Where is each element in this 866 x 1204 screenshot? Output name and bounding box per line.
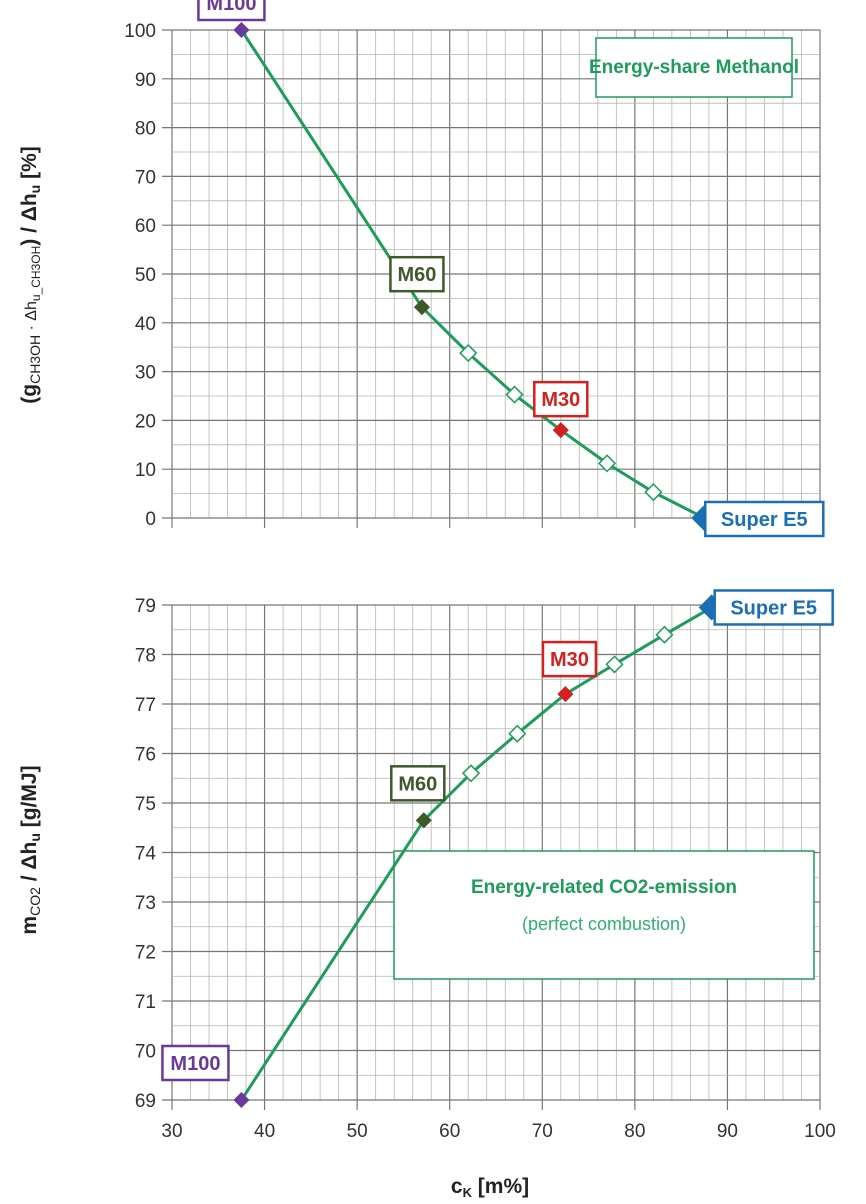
bottom-series-line xyxy=(240,606,713,1101)
bottom-data-point-m100 xyxy=(233,1091,250,1109)
svg-text:M30: M30 xyxy=(550,649,589,671)
tick-labels: 0 10 20 30 40 50 60 70 80 90 100 69 70 71 72 73 74 75 76 77… xyxy=(124,21,836,1142)
bottom-y-axis-label: mCO2 / Δhu [g/MJ] xyxy=(18,765,43,934)
top-data-point xyxy=(459,343,478,363)
top-y-tick-label: 20 xyxy=(135,411,156,432)
point-labels: M100 M60 M30 Super E5 M100 M60 M30 Super E5 xyxy=(161,0,834,1082)
top-data-point xyxy=(598,454,617,473)
svg-text:M60: M60 xyxy=(398,773,437,795)
bottom-label-m100: M100 xyxy=(161,1044,230,1082)
top-y-tick-label: 10 xyxy=(135,460,156,481)
top-data-point-m30 xyxy=(552,422,569,439)
x-axis-label: cK [m%] xyxy=(451,1175,529,1200)
bottom-y-tick-label: 73 xyxy=(135,893,156,914)
svg-text:Super E5: Super E5 xyxy=(721,509,808,531)
bottom-chart-subtitle: (perfect combustion) xyxy=(522,914,686,934)
x-tick-label: 100 xyxy=(804,1121,836,1142)
bottom-label-m60: M60 xyxy=(390,765,446,802)
bottom-y-tick-label: 72 xyxy=(135,943,156,964)
top-y-tick-label: 90 xyxy=(135,70,156,91)
bottom-chart-title-box: Energy-related CO2-emission (perfect com… xyxy=(393,850,815,980)
bottom-data-point xyxy=(461,764,481,783)
svg-text:Super E5: Super E5 xyxy=(730,597,817,619)
bottom-data-point-m30 xyxy=(557,686,574,703)
x-tick-label: 30 xyxy=(161,1121,182,1142)
svg-text:M30: M30 xyxy=(541,389,580,411)
top-y-tick-label: 40 xyxy=(135,314,156,335)
bottom-y-tick-label: 69 xyxy=(135,1091,156,1112)
x-tick-label: 80 xyxy=(624,1121,645,1142)
bottom-y-tick-label: 74 xyxy=(135,844,157,865)
top-y-tick-label: 50 xyxy=(135,265,156,286)
bottom-chart-title: Energy-related CO2-emission xyxy=(471,877,737,898)
x-tick-label: 70 xyxy=(532,1121,553,1142)
bottom-y-tick-label: 71 xyxy=(135,992,156,1013)
x-tick-label: 40 xyxy=(254,1121,275,1142)
bottom-y-tick-label: 79 xyxy=(135,596,156,617)
top-chart-grid xyxy=(162,29,821,528)
top-data-point xyxy=(505,385,524,404)
bottom-y-tick-label: 78 xyxy=(135,646,156,667)
top-y-tick-label: 80 xyxy=(135,119,156,140)
bottom-data-point xyxy=(508,724,527,743)
x-tick-label: 90 xyxy=(717,1121,738,1142)
top-y-tick-label: 60 xyxy=(135,216,156,237)
bottom-data-point xyxy=(605,655,624,674)
top-y-tick-label: 30 xyxy=(135,363,156,384)
top-label-m100: M100 xyxy=(197,0,266,22)
top-data-point-m100 xyxy=(233,21,250,39)
bottom-data-point xyxy=(655,625,674,644)
bottom-y-tick-label: 75 xyxy=(135,794,156,815)
bottom-y-tick-label: 76 xyxy=(135,745,156,766)
svg-text:M60: M60 xyxy=(397,264,436,286)
bottom-data-point-m60 xyxy=(415,812,432,829)
svg-text:M100: M100 xyxy=(206,0,256,15)
top-y-tick-label: 70 xyxy=(135,167,156,188)
top-data-point-m60 xyxy=(413,299,431,316)
top-y-tick-label: 0 xyxy=(145,509,156,530)
top-y-axis-label: (gCH3OH · Δhu_CH3OH) / Δhu [%] xyxy=(18,146,43,404)
bottom-label-super-e5: Super E5 xyxy=(713,589,834,626)
top-label-m60: M60 xyxy=(389,255,445,293)
top-label-super-e5: Super E5 xyxy=(704,500,825,538)
top-y-tick-label: 100 xyxy=(124,21,156,42)
top-chart-title-box: Energy-share Methanol xyxy=(589,37,799,98)
top-label-m30: M30 xyxy=(533,380,589,418)
x-tick-label: 50 xyxy=(347,1121,368,1142)
top-chart-title: Energy-share Methanol xyxy=(589,57,799,78)
svg-text:M100: M100 xyxy=(170,1053,220,1075)
bottom-label-m30: M30 xyxy=(541,640,598,678)
top-data-point xyxy=(644,483,663,502)
x-tick-label: 60 xyxy=(439,1121,460,1142)
bottom-y-tick-label: 77 xyxy=(135,695,156,716)
bottom-y-tick-label: 70 xyxy=(135,1042,156,1063)
